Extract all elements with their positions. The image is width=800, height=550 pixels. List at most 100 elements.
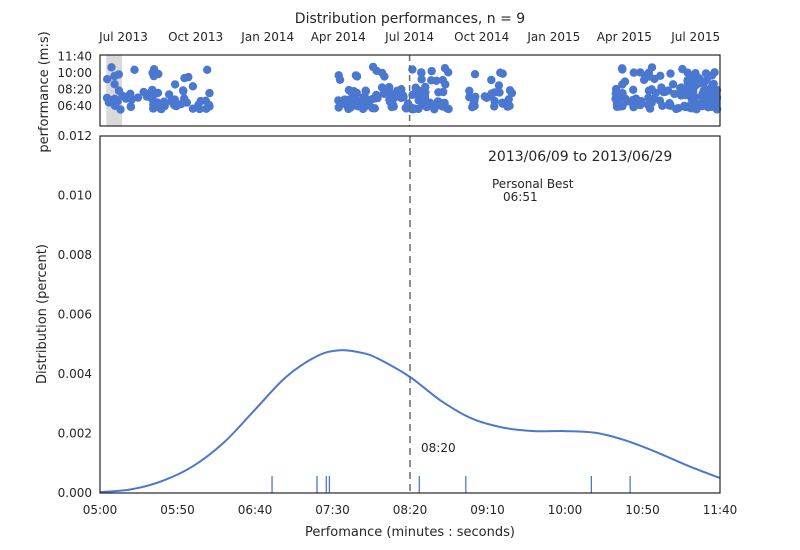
- timeline-points: [102, 62, 722, 114]
- distribution-x-tick-label: 10:00: [548, 503, 583, 517]
- timeline-point: [618, 101, 627, 111]
- distribution-x-tick-label: 10:50: [625, 503, 660, 517]
- timeline-point: [352, 95, 361, 105]
- timeline-point: [498, 98, 507, 107]
- timeline-point: [180, 73, 189, 83]
- timeline-x-tick-label: Jul 2015: [670, 30, 720, 44]
- timeline-x-tick-label: Oct 2014: [454, 30, 509, 44]
- timeline-point: [387, 102, 396, 112]
- timeline-point: [683, 68, 692, 77]
- timeline-point: [666, 69, 675, 78]
- timeline-point: [377, 68, 387, 78]
- timeline-point: [650, 74, 659, 84]
- timeline-point: [148, 68, 157, 78]
- timeline-point: [353, 102, 362, 111]
- timeline-point: [420, 92, 430, 101]
- distribution-x-tick-label: 05:00: [83, 503, 118, 517]
- distribution-frame: [99, 135, 721, 494]
- timeline-point: [687, 75, 697, 84]
- timeline-point: [505, 101, 514, 111]
- distribution-y-tick-label: 0.000: [58, 486, 92, 500]
- timeline-y-tick-label: 06:40: [57, 99, 92, 113]
- timeline-point: [442, 104, 452, 113]
- timeline-point: [404, 101, 413, 110]
- timeline-point: [203, 65, 212, 75]
- timeline-panel: Jul 2013 Oct 2013 Jan 2014 Apr 2014 Jul 2014…: [37, 30, 722, 153]
- distribution-y-axis-label: Distribution (percent): [35, 244, 50, 384]
- personal-best-value: 06:51: [503, 190, 538, 204]
- timeline-point: [170, 80, 180, 89]
- timeline-point: [678, 90, 687, 99]
- timeline-point: [385, 83, 394, 92]
- distribution-x-tick-label: 05:50: [160, 503, 195, 517]
- timeline-point: [644, 93, 653, 102]
- timeline-point: [439, 87, 448, 97]
- timeline-point: [435, 101, 445, 110]
- timeline-point: [368, 62, 378, 72]
- distribution-y-tick-label: 0.008: [58, 248, 92, 262]
- timeline-point: [658, 101, 667, 111]
- timeline-point: [110, 80, 119, 89]
- timeline-point: [344, 104, 353, 114]
- timeline-point: [427, 76, 436, 85]
- timeline-point: [202, 104, 211, 114]
- timeline-point: [422, 102, 431, 112]
- timeline-point: [629, 103, 638, 112]
- timeline-point: [647, 63, 657, 72]
- distribution-y-tick-label: 0.006: [58, 308, 92, 322]
- distribution-x-tick-label: 06:40: [238, 503, 273, 517]
- timeline-point: [494, 81, 504, 90]
- timeline-point: [118, 91, 127, 100]
- distribution-x-tick-label: 08:20: [393, 503, 428, 517]
- timeline-point: [368, 104, 377, 113]
- timeline-point: [114, 70, 124, 79]
- date-range-label: 2013/06/09 to 2013/06/29: [488, 149, 672, 165]
- timeline-point: [103, 75, 112, 84]
- timeline-point: [487, 75, 496, 85]
- distribution-panel: 05:00 05:50 06:40 07:30 08:20 09:10 10:00 10:50…: [35, 129, 737, 540]
- timeline-point: [196, 96, 205, 106]
- timeline-point: [440, 63, 450, 73]
- timeline-point: [390, 93, 399, 102]
- timeline-point: [620, 77, 630, 86]
- distribution-x-tick-label: 07:30: [315, 503, 350, 517]
- timeline-y-tick-label: 10:00: [57, 66, 92, 80]
- timeline-point: [618, 65, 627, 74]
- timeline-point: [164, 90, 174, 99]
- timeline-y-tick-label: 11:40: [57, 50, 92, 64]
- timeline-point: [352, 72, 362, 81]
- timeline-point: [712, 85, 722, 95]
- timeline-point: [469, 99, 478, 109]
- timeline-point: [377, 83, 387, 92]
- timeline-point: [344, 85, 354, 95]
- distribution-x-axis-label: Perfomance (minutes : seconds): [305, 525, 515, 540]
- timeline-point: [379, 89, 389, 99]
- timeline-point: [126, 102, 136, 112]
- timeline-frame: [99, 54, 721, 127]
- timeline-point: [690, 99, 700, 108]
- threshold-line-label: 08:20: [421, 441, 456, 455]
- timeline-point: [668, 80, 678, 89]
- timeline-point: [159, 97, 169, 106]
- timeline-x-tick-label: Oct 2013: [168, 30, 223, 44]
- timeline-point: [647, 85, 656, 94]
- timeline-point: [344, 98, 353, 108]
- timeline-point: [505, 86, 515, 95]
- distribution-y-tick-label: 0.002: [58, 427, 92, 441]
- timeline-point: [205, 88, 214, 98]
- timeline-point: [618, 89, 627, 98]
- timeline-point: [172, 101, 181, 110]
- personal-best-label: Personal Best: [492, 177, 574, 191]
- timeline-point: [702, 75, 711, 85]
- distribution-y-tick-label: 0.012: [58, 129, 92, 143]
- timeline-point: [142, 92, 151, 101]
- timeline-point: [465, 86, 474, 96]
- timeline-point: [496, 68, 505, 77]
- distribution-x-ticks: 05:00 05:50 06:40 07:30 08:20 09:10 10:00 10:50…: [83, 503, 738, 517]
- timeline-point: [664, 101, 673, 110]
- timeline-point: [360, 102, 370, 111]
- timeline-point: [661, 87, 670, 97]
- distribution-curve: [99, 349, 721, 494]
- timeline-point: [336, 99, 345, 108]
- timeline-point: [195, 104, 204, 114]
